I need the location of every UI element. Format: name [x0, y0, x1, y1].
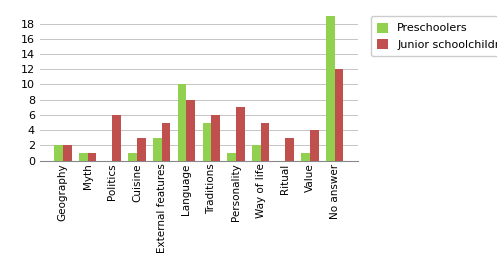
Bar	[301, 153, 310, 161]
Bar	[137, 138, 146, 161]
Bar	[79, 153, 87, 161]
Bar	[227, 153, 236, 161]
Bar	[326, 16, 335, 161]
Bar	[260, 122, 269, 161]
Bar	[236, 107, 245, 161]
Bar	[87, 153, 96, 161]
Bar	[186, 100, 195, 161]
Bar	[285, 138, 294, 161]
Bar	[178, 84, 186, 161]
Bar	[153, 138, 162, 161]
Bar	[63, 145, 72, 161]
Bar	[128, 153, 137, 161]
Bar	[310, 130, 319, 161]
Bar	[112, 115, 121, 161]
Legend: Preschoolers, Junior schoolchildren: Preschoolers, Junior schoolchildren	[371, 16, 497, 57]
Bar	[252, 145, 260, 161]
Bar	[202, 122, 211, 161]
Bar	[211, 115, 220, 161]
Bar	[54, 145, 63, 161]
Bar	[335, 69, 343, 161]
Bar	[162, 122, 170, 161]
